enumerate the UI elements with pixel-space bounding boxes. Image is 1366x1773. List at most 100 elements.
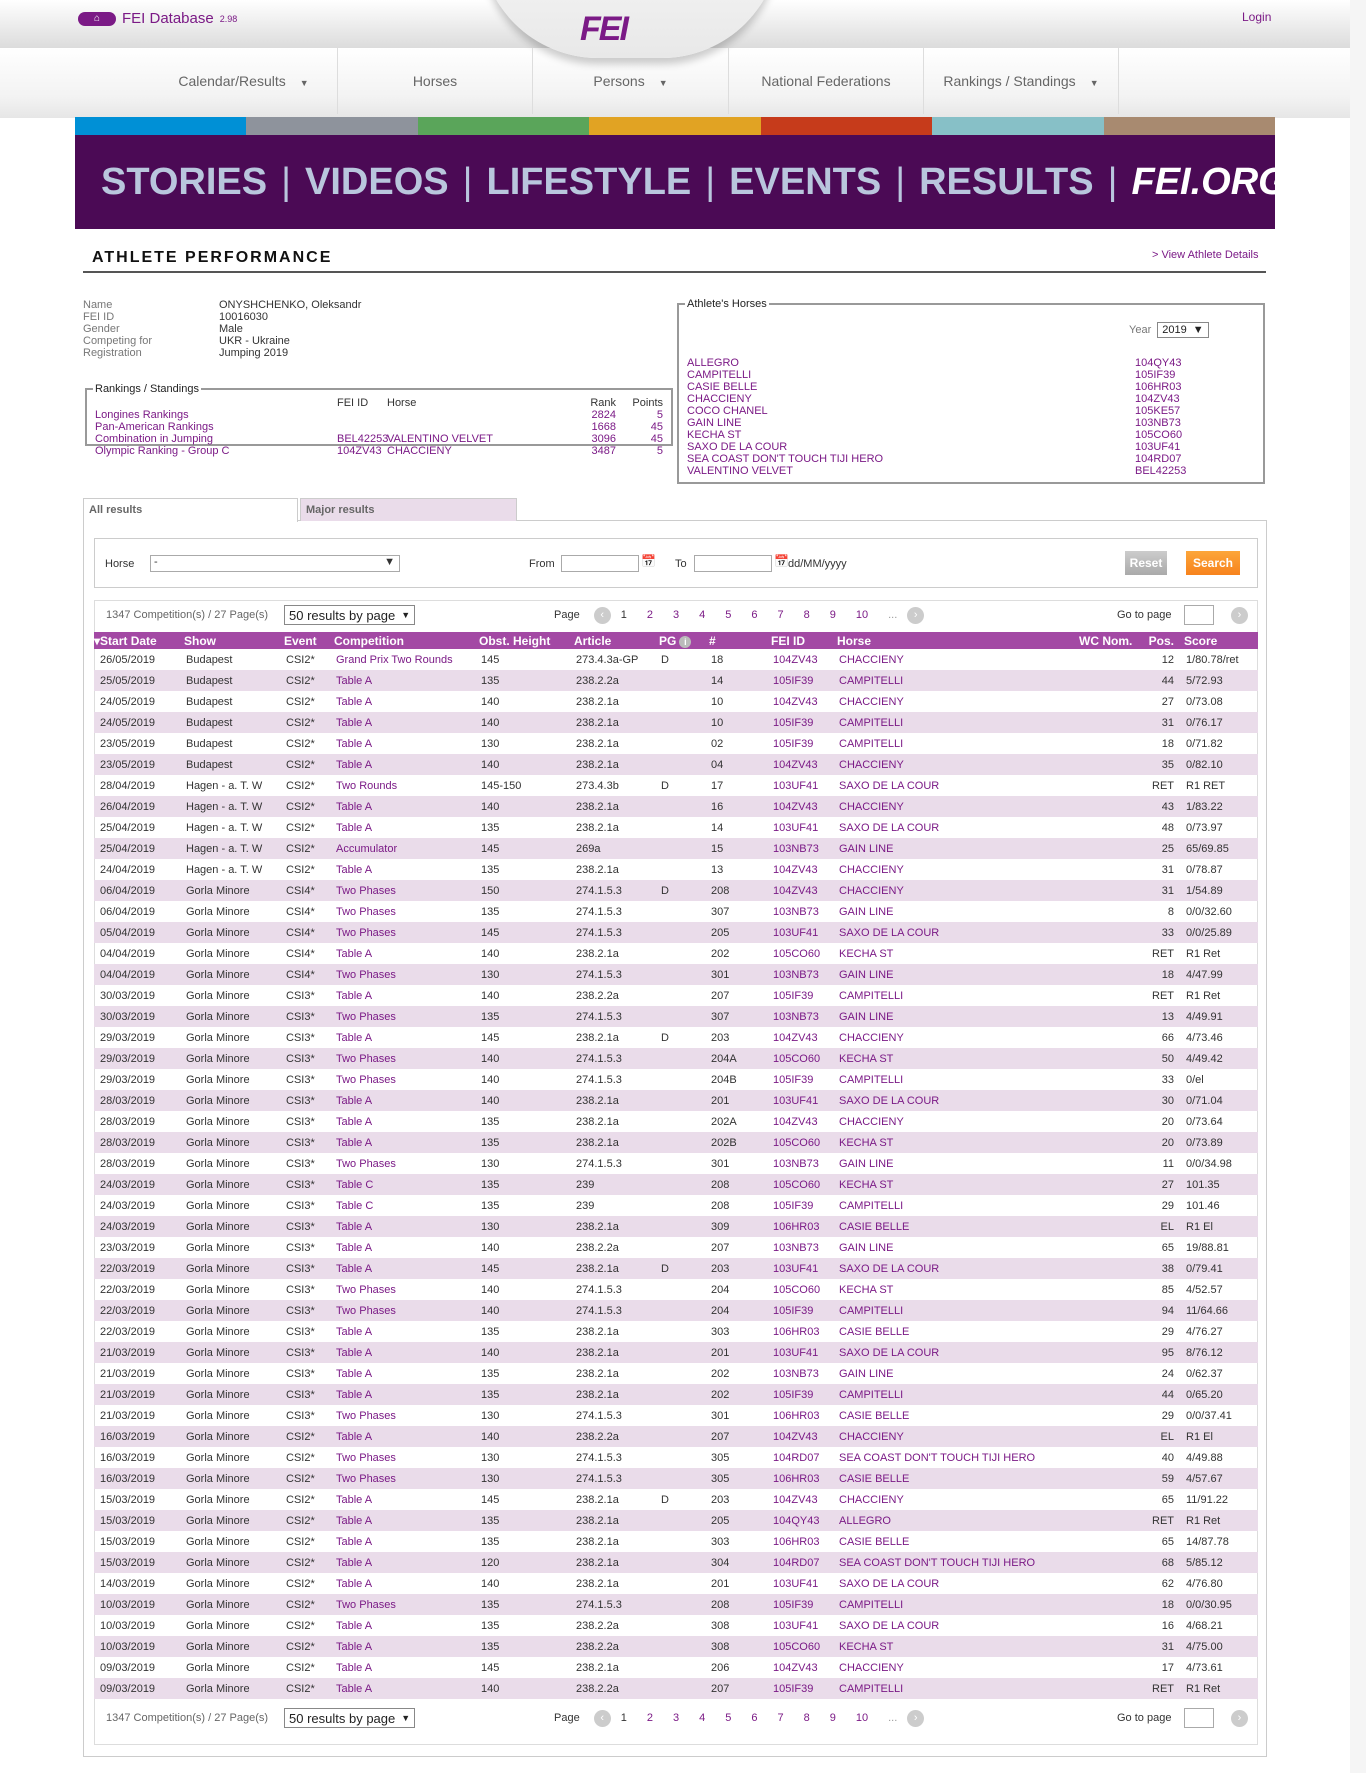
page-link-3[interactable]: 3 — [672, 1712, 680, 1724]
info-icon[interactable]: i — [679, 635, 692, 648]
column-header-horse[interactable]: Horse — [833, 632, 1075, 649]
cell-horse[interactable]: SAXO DE LA COUR — [833, 1090, 1075, 1111]
db-title-link[interactable]: ⌂ FEI Database 2.98 — [78, 10, 237, 27]
cell-competition[interactable]: Two Phases — [336, 1157, 396, 1170]
cell-competition[interactable]: Table A — [336, 1367, 373, 1380]
horse-name-link[interactable]: COCO CHANEL — [687, 405, 768, 417]
cell-horse[interactable]: SAXO DE LA COUR — [833, 1342, 1075, 1363]
cell-fei-id[interactable]: 105CO60 — [767, 1048, 833, 1069]
nav-item-persons[interactable]: Persons ▼ — [533, 48, 729, 114]
cell-competition[interactable]: Table A — [330, 796, 475, 817]
scrollbar[interactable] — [1350, 0, 1366, 1773]
horse-name-link[interactable]: SAXO DE LA COUR — [687, 441, 788, 453]
horse-name-link[interactable]: ALLEGRO — [687, 357, 739, 369]
reset-button[interactable]: Reset — [1125, 551, 1167, 575]
cell-competition[interactable]: Table A — [330, 1552, 475, 1573]
cell-competition[interactable]: Two Phases — [330, 1300, 475, 1321]
next-page-button[interactable]: › — [907, 606, 925, 624]
cell-horse[interactable]: KECHA ST — [839, 1283, 894, 1296]
cell-competition[interactable]: Table A — [330, 1342, 475, 1363]
cell-horse[interactable]: CHACCIENY — [839, 695, 904, 708]
cell-horse[interactable]: CHACCIENY — [839, 863, 904, 876]
cell-competition[interactable]: Two Phases — [330, 1468, 475, 1489]
cell-horse[interactable]: GAIN LINE — [839, 1241, 894, 1254]
cell-fei-id[interactable]: 103NB73 — [773, 1157, 819, 1170]
banner-link-events[interactable]: EVENTS — [729, 160, 882, 203]
cell-fei-id[interactable]: 105IF39 — [767, 1300, 833, 1321]
view-athlete-details-link[interactable]: > View Athlete Details — [1152, 249, 1259, 261]
cell-fei-id[interactable]: 104ZV43 — [773, 1493, 818, 1506]
cell-horse[interactable]: CASIE BELLE — [839, 1535, 910, 1548]
cell-fei-id[interactable]: 103UF41 — [767, 922, 833, 943]
next-page-button[interactable]: › — [907, 1709, 925, 1727]
cell-fei-id[interactable]: 103UF41 — [773, 779, 819, 792]
ranking-fei-id[interactable]: BEL42253 — [337, 433, 389, 445]
horse-fei-id-link[interactable]: 103NB73 — [1135, 417, 1181, 429]
horse-fei-id-link[interactable]: 105IF39 — [1135, 369, 1176, 381]
cell-horse[interactable]: GAIN LINE — [833, 1006, 1075, 1027]
cell-fei-id[interactable]: 104ZV43 — [773, 863, 818, 876]
cell-fei-id[interactable]: 103NB73 — [773, 905, 819, 918]
cell-competition[interactable]: Table A — [330, 1510, 475, 1531]
horse-fei-id-link[interactable]: 104RD07 — [1135, 453, 1182, 465]
cell-horse[interactable]: GAIN LINE — [833, 964, 1075, 985]
cell-fei-id[interactable]: 106HR03 — [773, 1325, 820, 1338]
cell-horse[interactable]: CHACCIENY — [833, 796, 1075, 817]
cell-horse[interactable]: SAXO DE LA COUR — [839, 1619, 940, 1632]
page-link-3[interactable]: 3 — [672, 609, 680, 621]
horse-fei-id-link[interactable]: 106HR03 — [1135, 381, 1182, 393]
cell-horse[interactable]: GAIN LINE — [839, 905, 894, 918]
page-link-9[interactable]: 9 — [829, 609, 836, 621]
page-link-more[interactable]: ... — [888, 609, 898, 621]
cell-competition[interactable]: Table A — [330, 712, 475, 733]
horse-fei-id-link[interactable]: BEL42253 — [1135, 465, 1187, 477]
nav-item-rankings-standings[interactable]: Rankings / Standings ▼ — [924, 48, 1119, 114]
page-link-7[interactable]: 7 — [777, 1712, 784, 1724]
cell-horse[interactable]: SAXO DE LA COUR — [833, 1258, 1075, 1279]
cell-competition[interactable]: Table A — [336, 821, 373, 834]
column-header-number[interactable]: # — [705, 632, 767, 649]
tab-major-results[interactable]: Major results — [300, 498, 517, 521]
results-per-page-select[interactable]: 50 results by page ▼ — [284, 1708, 416, 1728]
go-to-page-button[interactable]: › — [1231, 1709, 1248, 1727]
nav-item-horses[interactable]: Horses — [338, 48, 533, 114]
cell-horse[interactable]: ALLEGRO — [833, 1510, 1075, 1531]
cell-horse[interactable]: CHACCIENY — [833, 1426, 1075, 1447]
cell-fei-id[interactable]: 106HR03 — [773, 1409, 820, 1422]
cell-horse[interactable]: CHACCIENY — [839, 1031, 904, 1044]
column-header-obst-height[interactable]: Obst. Height — [475, 632, 570, 649]
cell-competition[interactable]: Table A — [336, 989, 373, 1002]
cell-fei-id[interactable]: 105IF39 — [773, 1199, 814, 1212]
page-link-6[interactable]: 6 — [751, 609, 758, 621]
cell-competition[interactable]: Table A — [336, 863, 373, 876]
ranking-link[interactable]: Combination in Jumping — [95, 433, 214, 445]
cell-fei-id[interactable]: 104ZV43 — [767, 880, 833, 901]
column-header-show[interactable]: Show — [180, 632, 280, 649]
column-header-start-date[interactable]: ▾Start Date — [94, 632, 180, 649]
cell-competition[interactable]: Table A — [330, 1090, 475, 1111]
cell-fei-id[interactable]: 105CO60 — [767, 1174, 833, 1195]
page-link-8[interactable]: 8 — [803, 609, 810, 621]
horse-fei-id-link[interactable]: 105KE57 — [1135, 405, 1181, 417]
cell-competition[interactable]: Two Phases — [330, 880, 475, 901]
page-link-4[interactable]: 4 — [699, 609, 706, 621]
cell-competition[interactable]: Two Phases — [330, 922, 475, 943]
horse-fei-id-link[interactable]: 104QY43 — [1135, 357, 1182, 369]
page-link-8[interactable]: 8 — [803, 1712, 810, 1724]
page-link-6[interactable]: 6 — [751, 1712, 758, 1724]
cell-fei-id[interactable]: 104ZV43 — [767, 754, 833, 775]
cell-fei-id[interactable]: 105CO60 — [767, 1636, 833, 1657]
cell-competition[interactable]: Table C — [330, 1174, 475, 1195]
cell-competition[interactable]: Two Phases — [336, 1283, 396, 1296]
horse-select[interactable]: - ▼ — [150, 555, 400, 572]
horse-name-link[interactable]: CAMPITELLI — [687, 369, 752, 381]
cell-fei-id[interactable]: 103NB73 — [767, 964, 833, 985]
cell-competition[interactable]: Table A — [336, 1115, 373, 1128]
cell-horse[interactable]: CHACCIENY — [833, 880, 1075, 901]
cell-horse[interactable]: CHACCIENY — [839, 1115, 904, 1128]
cell-competition[interactable]: Table A — [336, 1241, 373, 1254]
banner-link-stories[interactable]: STORIES — [101, 160, 268, 203]
cell-horse[interactable]: CAMPITELLI — [839, 1199, 904, 1212]
banner-link-results[interactable]: RESULTS — [919, 160, 1094, 203]
cell-fei-id[interactable]: 103UF41 — [773, 1577, 819, 1590]
